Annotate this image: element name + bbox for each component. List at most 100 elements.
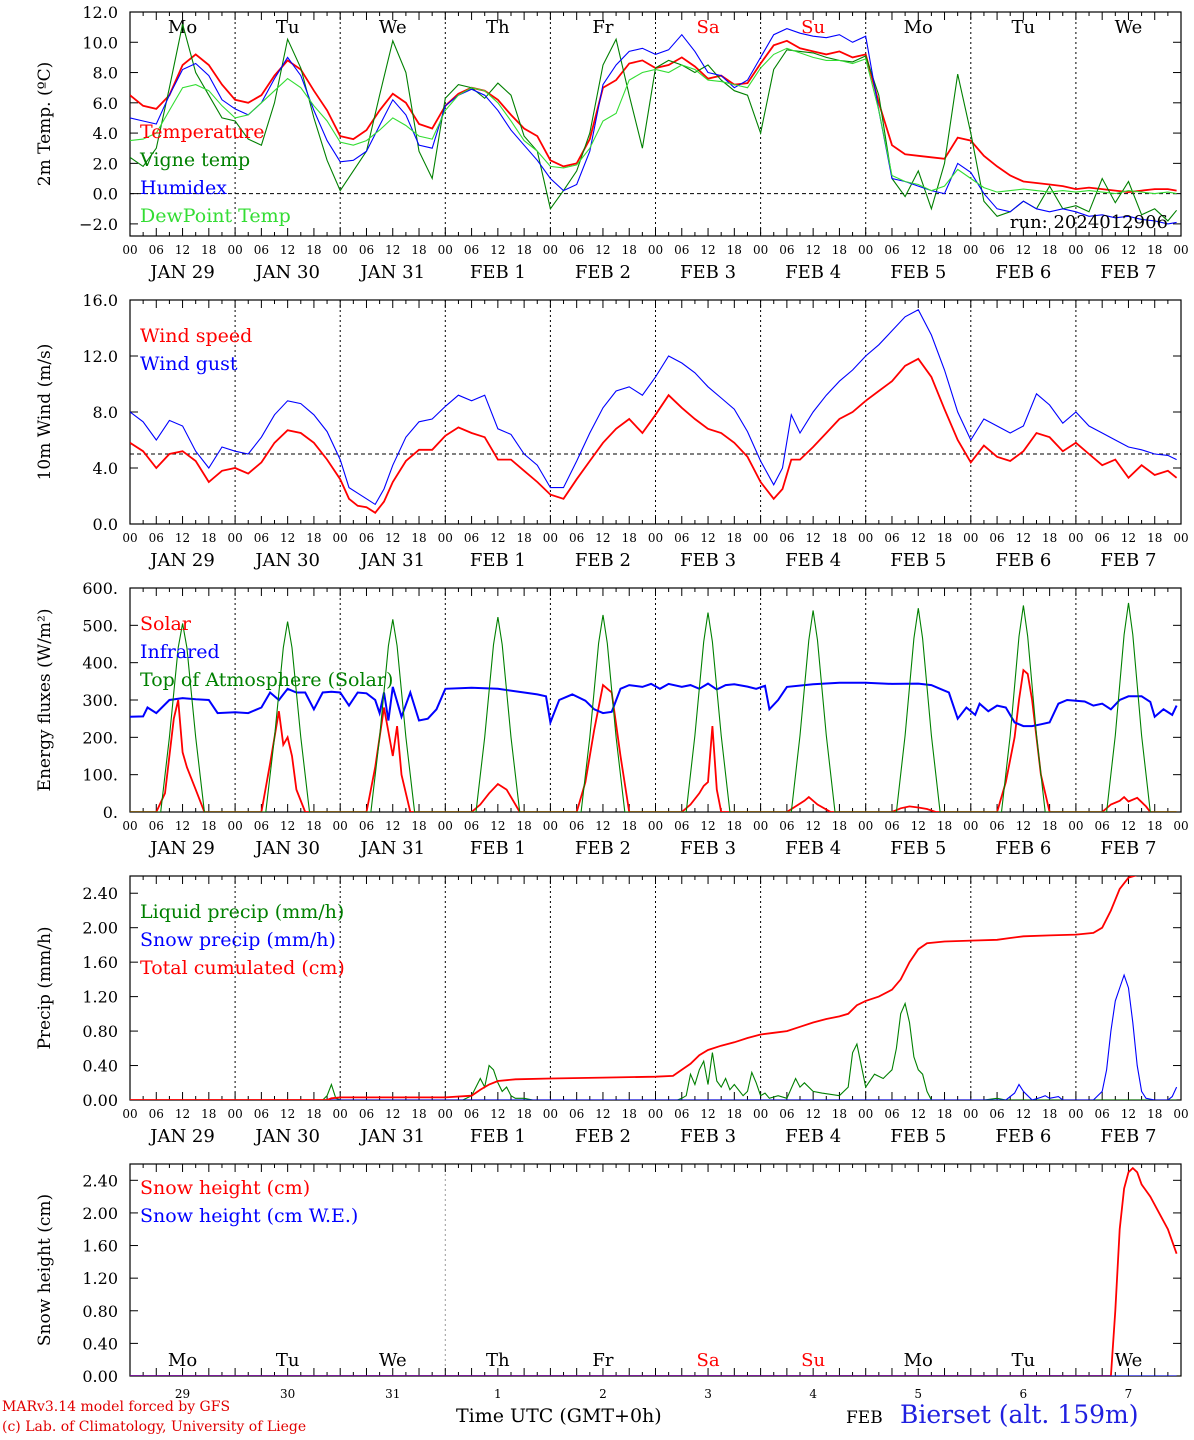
x-hour-label: 12	[911, 531, 926, 545]
y-axis-title: Snow height (cm)	[35, 1194, 55, 1346]
x-hour-label: 00	[543, 531, 558, 545]
x-hour-label: 00	[227, 531, 242, 545]
legend-entry: Wind gust	[140, 353, 238, 375]
x-hour-label: 18	[937, 531, 952, 545]
x-day-number: 5	[914, 1387, 922, 1401]
legend-entry: Wind speed	[140, 325, 252, 347]
x-hour-label: 00	[438, 1107, 453, 1121]
y-tick-label: 16.0	[82, 291, 118, 310]
x-hour-label: 18	[832, 531, 847, 545]
x-hour-label: 12	[385, 531, 400, 545]
x-date-label: FEB 1	[470, 1126, 526, 1147]
x-date-label: FEB 2	[575, 262, 631, 283]
x-hour-label: 00	[333, 1107, 348, 1121]
x-hour-label: 00	[858, 819, 873, 833]
x-hour-label: 00	[963, 531, 978, 545]
x-hour-label: 06	[359, 819, 374, 833]
x-hour-label: 12	[280, 531, 295, 545]
x-hour-label: 06	[464, 1107, 479, 1121]
x-date-label: FEB 2	[575, 838, 631, 859]
y-tick-label: 1.20	[82, 988, 118, 1007]
series-line	[130, 357, 1178, 515]
x-hour-label: 18	[411, 1107, 426, 1121]
x-hour-label: 06	[149, 1107, 164, 1121]
x-hour-label: 00	[122, 243, 137, 257]
x-hour-label: 18	[1042, 1107, 1057, 1121]
y-tick-label: 10.0	[82, 33, 118, 52]
x-hour-label: 00	[1068, 243, 1083, 257]
weekday-label: Tu	[1012, 1350, 1036, 1371]
y-tick-label: 0.80	[82, 1022, 118, 1041]
legend-entry: Liquid precip (mm/h)	[140, 901, 344, 923]
legend-entry: Solar	[140, 613, 192, 635]
x-hour-label: 00	[753, 1107, 768, 1121]
series-line	[130, 681, 1178, 728]
legend-entry: Temperature	[140, 121, 264, 143]
x-date-label: JAN 29	[148, 838, 215, 859]
x-date-label: JAN 29	[148, 262, 215, 283]
x-hour-label: 00	[1068, 1107, 1083, 1121]
x-day-number: 7	[1125, 1387, 1133, 1401]
x-hour-label: 00	[753, 819, 768, 833]
x-hour-label: 18	[727, 531, 742, 545]
x-hour-label: 00	[543, 1107, 558, 1121]
y-tick-label: 1.20	[82, 1269, 118, 1288]
x-hour-label: 12	[1121, 819, 1136, 833]
x-hour-label: 00	[648, 819, 663, 833]
x-hour-label: 06	[569, 1107, 584, 1121]
x-hour-label: 06	[149, 819, 164, 833]
y-tick-label: 600.	[82, 579, 118, 598]
run-label: run: 2024012906	[1010, 212, 1168, 233]
x-hour-label: 00	[648, 243, 663, 257]
x-hour-label: 00	[1173, 819, 1188, 833]
x-hour-label: 18	[727, 243, 742, 257]
x-hour-label: 12	[1016, 531, 1031, 545]
x-hour-label: 18	[411, 531, 426, 545]
x-day-number: 6	[1020, 1387, 1028, 1401]
y-tick-label: 500.	[82, 616, 118, 635]
legend-entry: Snow height (cm W.E.)	[140, 1205, 358, 1227]
y-tick-label: 0.0	[93, 515, 118, 534]
x-hour-label: 18	[306, 819, 321, 833]
y-axis-title: Energy fluxes (W/m²)	[35, 609, 55, 792]
x-hour-label: 18	[622, 1107, 637, 1121]
x-hour-label: 12	[595, 819, 610, 833]
x-hour-label: 06	[1095, 1107, 1110, 1121]
x-date-label: FEB 5	[890, 1126, 946, 1147]
x-hour-label: 12	[700, 243, 715, 257]
x-hour-label: 00	[963, 819, 978, 833]
y-axis-title: Precip (mm/h)	[35, 926, 55, 1049]
x-date-label: FEB 1	[470, 550, 526, 571]
series-line	[130, 23, 1178, 222]
x-hour-label: 00	[543, 819, 558, 833]
series-line	[130, 28, 1177, 225]
x-hour-label: 06	[464, 243, 479, 257]
x-hour-label: 18	[1042, 819, 1057, 833]
y-tick-label: −2.0	[79, 215, 118, 234]
series-line	[130, 47, 1177, 195]
x-date-label: FEB 6	[995, 838, 1051, 859]
weekday-label: Tu	[1012, 17, 1036, 38]
legend-entry: DewPoint Temp	[140, 205, 291, 227]
x-hour-label: 18	[306, 531, 321, 545]
y-tick-label: 12.0	[82, 347, 118, 366]
x-hour-label: 12	[806, 243, 821, 257]
x-hour-label: 00	[858, 1107, 873, 1121]
x-hour-label: 06	[989, 531, 1004, 545]
x-date-label: FEB 5	[890, 262, 946, 283]
y-tick-label: 2.00	[82, 1204, 118, 1223]
y-tick-label: 2.40	[82, 1171, 118, 1190]
legend-entry: Snow height (cm)	[140, 1177, 310, 1199]
y-tick-label: 0.40	[82, 1057, 118, 1076]
x-day-number: 3	[704, 1387, 712, 1401]
x-date-label: JAN 31	[358, 1126, 425, 1147]
x-hour-label: 06	[884, 819, 899, 833]
x-hour-label: 18	[1147, 243, 1162, 257]
x-hour-label: 18	[622, 243, 637, 257]
weekday-label: Su	[801, 17, 825, 38]
x-hour-label: 12	[1016, 243, 1031, 257]
x-hour-label: 00	[543, 243, 558, 257]
x-hour-label: 12	[175, 243, 190, 257]
x-date-label: FEB 4	[785, 1126, 841, 1147]
